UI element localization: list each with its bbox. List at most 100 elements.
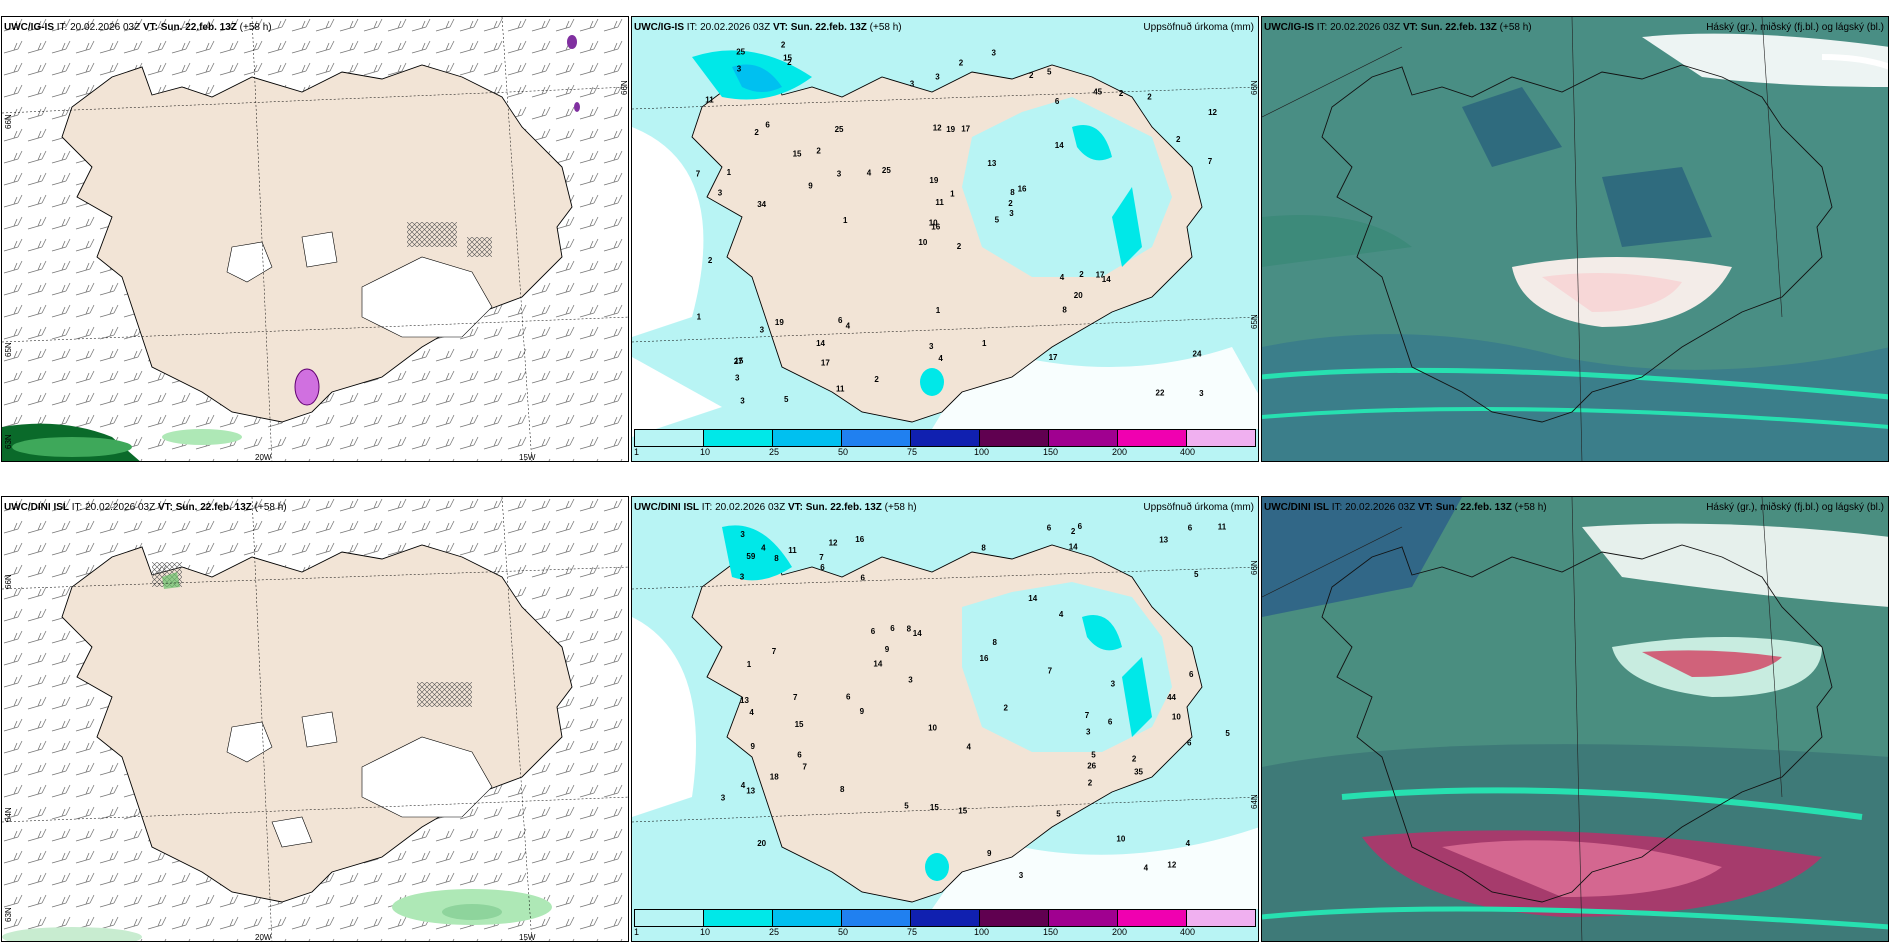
precip-value-label: 1 — [697, 312, 702, 321]
map-title: Háský (gr.), miðský (fj.bl.) og lágský (… — [1706, 22, 1884, 33]
precip-value-label: 4 — [1186, 839, 1191, 848]
legend-swatch — [1118, 910, 1187, 926]
precip-value-label: 34 — [757, 200, 766, 209]
precip-value-label: 15 — [930, 803, 939, 812]
precip-value-label: 9 — [860, 707, 865, 716]
precip-value-label: 12 — [1208, 108, 1217, 117]
precip-value-label: 17 — [1049, 353, 1058, 362]
precip-value-label: 7 — [1085, 711, 1090, 720]
lon-label-15w: 15W — [519, 933, 536, 942]
precip-value-label: 3 — [740, 397, 745, 406]
precip-value-label: 3 — [740, 530, 745, 539]
precip-value-label: 19 — [775, 318, 784, 327]
precip-value-label: 2 — [1147, 92, 1152, 101]
precip-value-label: 13 — [746, 787, 755, 796]
precip-value-label: 7 — [1208, 157, 1213, 166]
precip-value-label: 14 — [913, 629, 922, 638]
precip-value-label: 3 — [1009, 209, 1014, 218]
precip-value-label: 16 — [1018, 185, 1027, 194]
legend-tick: 25 — [769, 447, 780, 457]
legend-tick: 25 — [769, 927, 780, 937]
legend-swatch — [1187, 430, 1255, 446]
precip-value-label: 1 — [936, 306, 941, 315]
map-title: Háský (gr.), miðský (fj.bl.) og lágský (… — [1706, 502, 1884, 513]
legend-tick: 200 — [1112, 447, 1128, 457]
precip-value-label: 3 — [721, 793, 726, 802]
precip-value-label: 3 — [1019, 871, 1024, 880]
precip-value-label: 11 — [788, 546, 797, 555]
precip-value-label: 8 — [907, 625, 912, 634]
precip-value-label: 2 — [1176, 135, 1181, 144]
precip-value-label: 17 — [821, 358, 830, 367]
lat-label-66n: 66N — [4, 574, 13, 589]
precip-value-label: 2 — [816, 147, 821, 156]
legend-swatch — [980, 430, 1049, 446]
precip-value-label: 6 — [838, 316, 843, 325]
precip-value-label: 6 — [846, 693, 851, 702]
precip-value-label: 16 — [855, 535, 864, 544]
precip-value-label: 6 — [861, 574, 866, 583]
precip-value-label: 6 — [1187, 738, 1192, 747]
legend-swatch — [704, 910, 773, 926]
legend-color-bar — [634, 429, 1256, 447]
precip-value-label: 7 — [803, 763, 808, 772]
legend-tick: 100 — [974, 447, 990, 457]
precip-value-label: 27 — [734, 357, 743, 366]
precip-value-label: 8 — [981, 544, 986, 553]
precip-value-label: 2 — [1088, 779, 1093, 788]
legend-tick: 10 — [700, 927, 711, 937]
precip-value-label: 3 — [737, 65, 742, 74]
precip-value-label: 3 — [837, 169, 842, 178]
map-wind-igis — [2, 17, 628, 461]
precip-value-label: 14 — [1055, 141, 1064, 150]
precip-value-label: 6 — [1189, 670, 1194, 679]
precip-value-label: 11 — [1218, 523, 1227, 532]
precip-value-label: 25 — [835, 125, 844, 134]
map-precip-igis: 2216158451765233412101451213192531719161… — [632, 17, 1258, 461]
precip-value-label: 5 — [1091, 751, 1096, 760]
precip-value-label: 5 — [784, 395, 789, 404]
precip-value-label: 3 — [992, 49, 997, 58]
precip-value-label: 16 — [931, 222, 940, 231]
lat-label-65n: 65N — [4, 342, 13, 357]
lon-label-20w: 20W — [255, 453, 272, 462]
precip-value-label: 4 — [867, 169, 872, 178]
precip-value-label: 20 — [1074, 291, 1083, 300]
precip-value-label: 12 — [1167, 861, 1176, 870]
lat-label-64n: 64N — [4, 807, 13, 822]
precip-value-label: 4 — [761, 543, 766, 552]
precip-value-label: 8 — [840, 785, 845, 794]
legend-swatch — [1118, 430, 1187, 446]
precip-value-label: 4 — [967, 743, 972, 752]
precip-value-label: 13 — [987, 159, 996, 168]
map-panel-clouds-igis: UWC/IG-IS IT: 20.02.2026 03Z VT: Sun. 22… — [1261, 16, 1889, 462]
legend-swatch — [842, 430, 911, 446]
legend-tick: 200 — [1112, 927, 1128, 937]
precip-value-label: 5 — [1056, 810, 1061, 819]
precip-value-label: 10 — [1172, 712, 1181, 721]
legend-swatch — [842, 910, 911, 926]
map-panel-wind-dini: UWC/DINI ISL IT: 20.02.2026 03Z VT: Sun.… — [1, 496, 629, 942]
precip-value-label: 1 — [982, 339, 987, 348]
precip-value-label: 6 — [1047, 524, 1052, 533]
map-panel-clouds-dini: UWC/DINI ISL IT: 20.02.2026 03Z VT: Sun.… — [1261, 496, 1889, 942]
precip-value-label: 3 — [718, 188, 723, 197]
precip-value-label: 10 — [1116, 835, 1125, 844]
precip-value-label: 15 — [958, 806, 967, 815]
precip-value-label: 15 — [783, 54, 792, 63]
precip-value-label: 8 — [1010, 188, 1015, 197]
precip-value-label: 5 — [904, 802, 909, 811]
precip-value-label: 1 — [727, 168, 732, 177]
legend-tick: 400 — [1180, 447, 1196, 457]
precip-value-label: 9 — [987, 849, 992, 858]
precip-value-label: 14 — [816, 339, 825, 348]
precip-value-label: 12 — [933, 124, 942, 133]
lat-label-65n-right: 66N — [620, 80, 629, 95]
precip-value-label: 15 — [734, 356, 743, 365]
precip-value-label: 12 — [829, 539, 838, 548]
precip-value-label: 2 — [1132, 754, 1137, 763]
precip-value-label: 11 — [935, 198, 944, 207]
precip-value-label: 20 — [757, 839, 766, 848]
lat-label-64n-right: 64N — [1250, 794, 1259, 809]
precip-value-label: 3 — [760, 326, 765, 335]
